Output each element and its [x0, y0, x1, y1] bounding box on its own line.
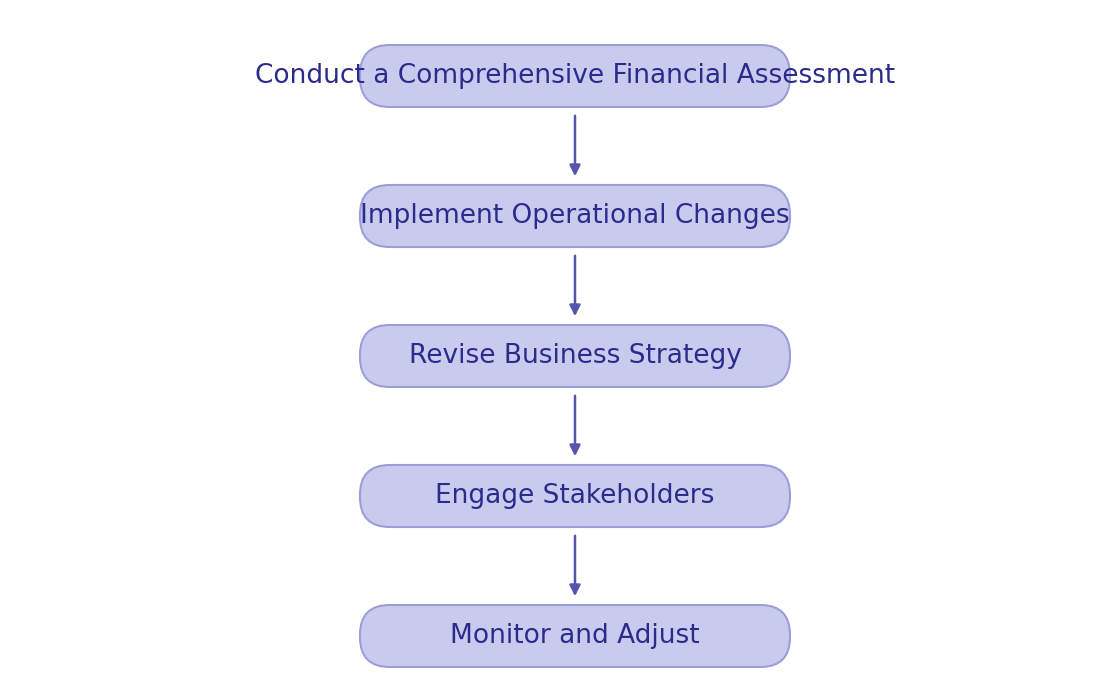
Text: Revise Business Strategy: Revise Business Strategy: [409, 343, 741, 369]
Text: Implement Operational Changes: Implement Operational Changes: [361, 203, 790, 229]
Text: Conduct a Comprehensive Financial Assessment: Conduct a Comprehensive Financial Assess…: [255, 63, 895, 89]
FancyBboxPatch shape: [360, 185, 790, 247]
FancyBboxPatch shape: [360, 45, 790, 107]
FancyBboxPatch shape: [360, 465, 790, 527]
FancyBboxPatch shape: [360, 605, 790, 667]
Text: Monitor and Adjust: Monitor and Adjust: [450, 623, 700, 649]
FancyBboxPatch shape: [360, 325, 790, 387]
Text: Engage Stakeholders: Engage Stakeholders: [436, 483, 715, 509]
